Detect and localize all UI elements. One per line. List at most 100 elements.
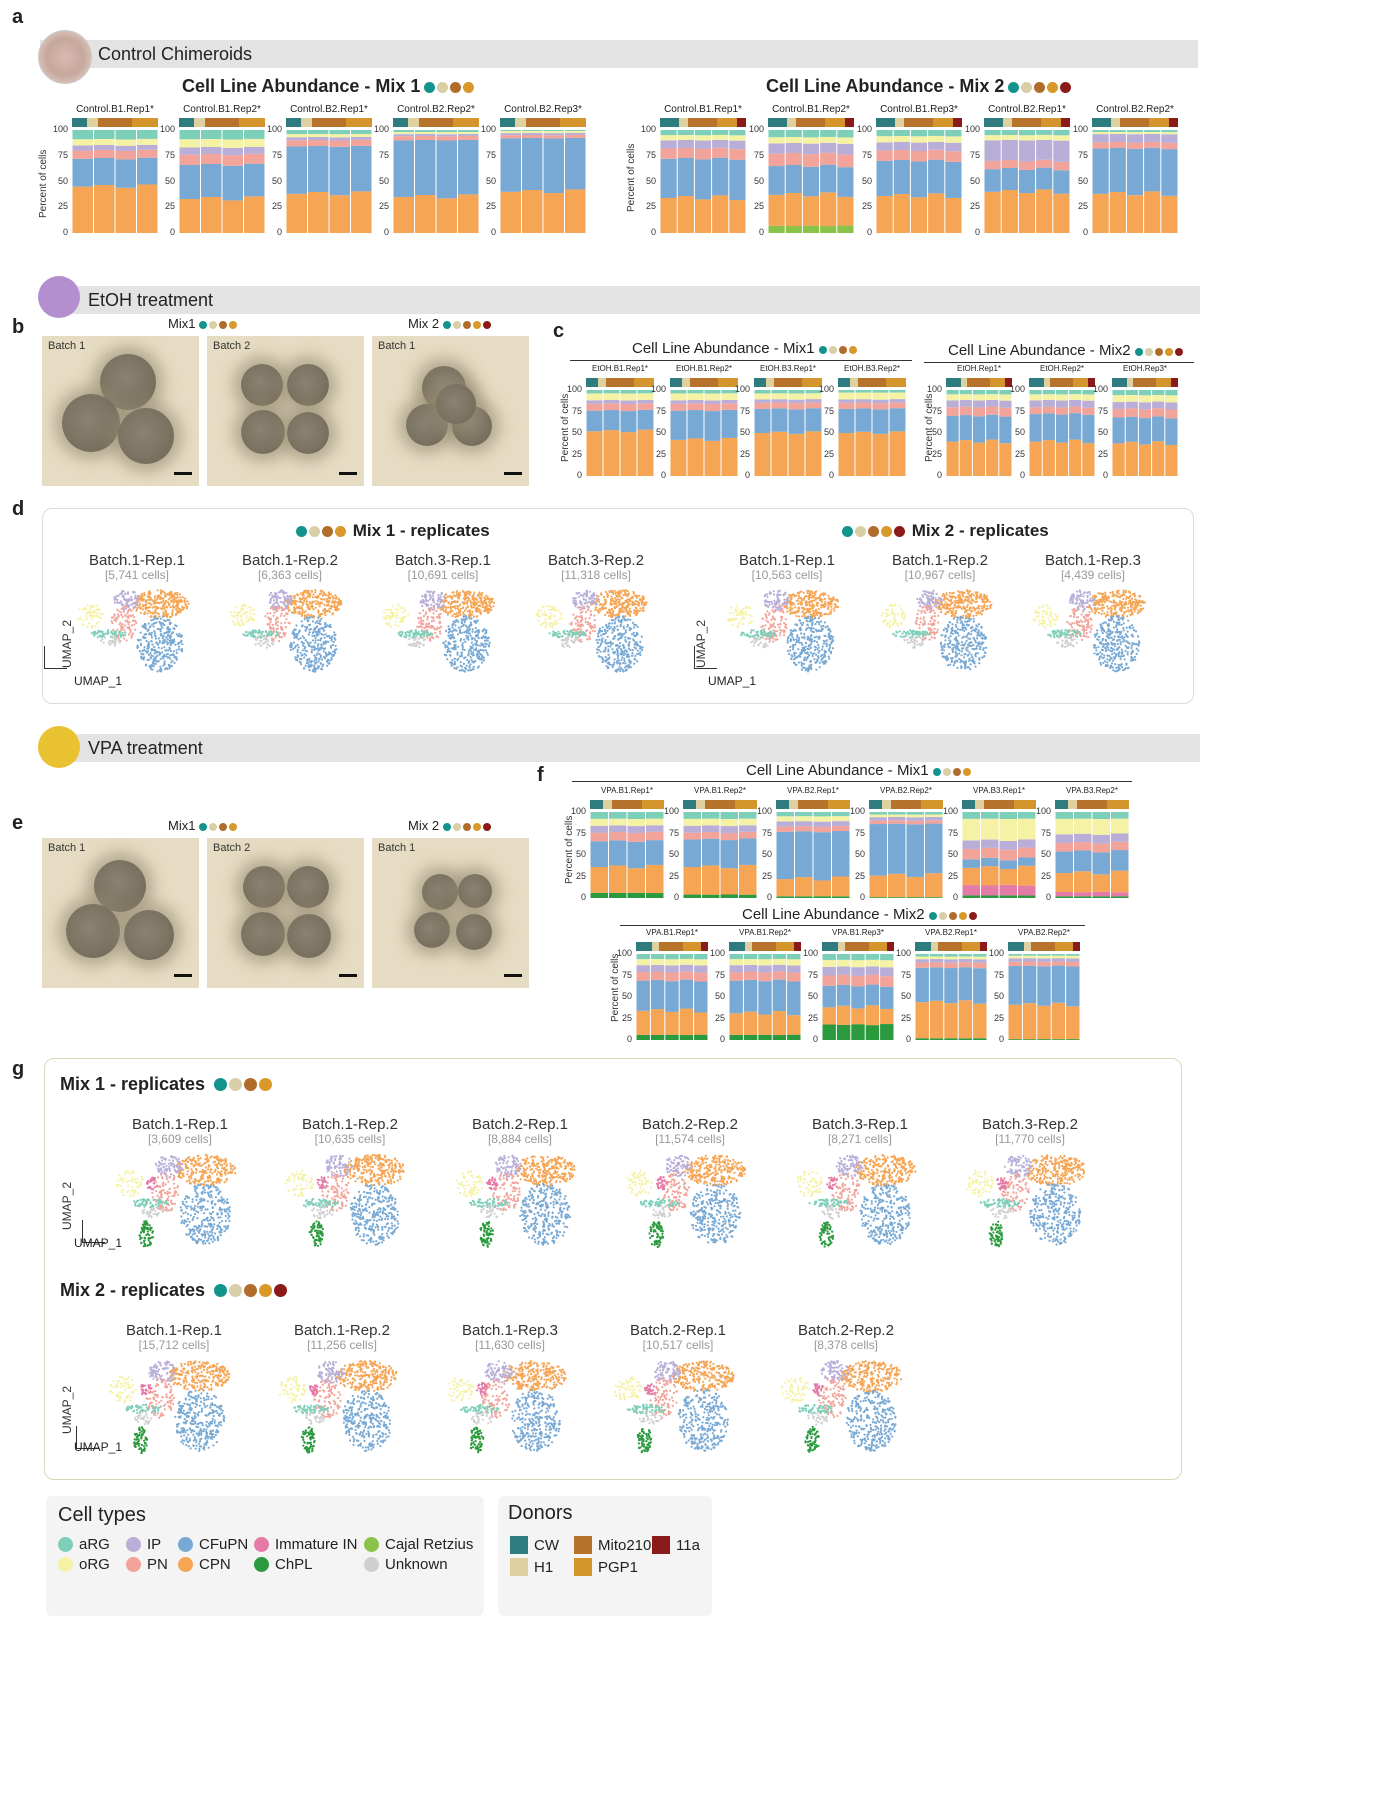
bar-segment-org: [972, 394, 986, 401]
bar-segment-org: [820, 136, 837, 143]
bar-segment-cfupn: [962, 859, 980, 868]
panel-e-letter: e: [12, 812, 24, 834]
y-tick-label: 25: [854, 870, 865, 881]
bar-segment-chpl: [865, 1025, 880, 1040]
bar-segment-cfupn: [838, 408, 855, 433]
bar-segment-org: [308, 134, 329, 137]
bar-segment-cfupn: [650, 979, 665, 1010]
e-mix1-label: Mix1: [168, 818, 239, 834]
y-tick-label: 0: [276, 227, 282, 237]
umap-cell-count: [3,609 cells]: [147, 1132, 213, 1146]
bar-segment-cfupn: [986, 414, 999, 440]
vpa-icon: [38, 726, 80, 768]
y-tick-label: 50: [164, 175, 175, 186]
y-tick-label: 25: [485, 201, 496, 212]
bar-segment-ip: [1022, 958, 1037, 962]
bar-segment-cpn: [72, 186, 93, 233]
bar-segment-ip: [929, 959, 944, 963]
f-mix1-rule: [572, 781, 1132, 782]
y-tick-label: 50: [900, 991, 911, 1001]
y-tick-label: 50: [753, 175, 764, 186]
bar-segment-pn: [772, 971, 787, 980]
bar-segment-pn: [1092, 142, 1109, 149]
bar-segment-ip: [650, 964, 665, 972]
bar-segment-chpl: [702, 894, 720, 898]
bar-segment-cpn: [286, 193, 307, 233]
bar-segment-cfupn: [888, 823, 906, 874]
bar-segment-cpn: [802, 196, 820, 226]
bar-segment-cfupn: [590, 841, 608, 868]
bar-segment-cfupn: [436, 140, 457, 199]
bar-segment-ip: [758, 965, 772, 973]
replicate-label: EtOH.B3.Rep2*: [843, 364, 901, 373]
y-tick-label: 0: [866, 227, 872, 237]
legend-swatch: [510, 1558, 528, 1576]
bar-segment-cfupn: [586, 410, 603, 432]
bar-segment-org: [958, 956, 973, 959]
bar-segment-ip: [687, 400, 704, 404]
legend-label: IP: [147, 1536, 162, 1553]
bar-segment-ip: [1074, 833, 1092, 843]
bar-segment-ip: [436, 134, 457, 137]
bar-segment-cpn: [981, 866, 999, 886]
bar-segment-cfupn: [876, 160, 893, 196]
bar-segment-arg: [1018, 130, 1036, 136]
y-tick-label: 0: [952, 892, 958, 902]
bar-segment-pn: [795, 826, 813, 832]
bar-segment-arg: [906, 812, 924, 815]
donor-segment: [1055, 800, 1069, 809]
bar-segment-arg: [586, 390, 603, 394]
bar-segment-cpn: [772, 1011, 787, 1036]
y-tick-label: 75: [739, 405, 750, 416]
bar-segment-chpl: [1055, 896, 1073, 898]
y-tick-label: 100: [570, 806, 586, 816]
stacked-bars: [393, 130, 479, 233]
bar-segment-ip: [1029, 400, 1042, 408]
bar-segment-pn: [972, 407, 986, 417]
replicate-label: VPA.B2.Rep1*: [925, 928, 977, 937]
bar-segment-cpn: [665, 1011, 679, 1035]
y-tick-label: 75: [900, 969, 911, 980]
bar-segment-org: [928, 135, 945, 142]
bar-segment-cpn: [609, 865, 627, 893]
y-tick-label: 100: [52, 124, 68, 134]
y-tick-label: 75: [571, 405, 582, 416]
donor-dot: [868, 525, 879, 537]
bar-segment-chpl: [720, 894, 738, 898]
bar-segment-org: [768, 137, 785, 144]
bar-segment-cpn: [694, 1012, 708, 1035]
bar-segment-pn: [906, 820, 924, 825]
stacked-bars: [179, 130, 265, 233]
bar-segment-org: [620, 393, 637, 401]
y-tick-label: 25: [645, 201, 656, 212]
bar-segment-arg: [758, 954, 772, 960]
replicate-label: Control.B1.Rep2*: [183, 104, 261, 115]
bar-segment-org: [925, 814, 943, 817]
donor-dot: [219, 321, 228, 330]
photo-label: Batch 1: [378, 340, 416, 352]
bar-segment-ip: [627, 826, 645, 834]
donor-dot: [443, 823, 452, 832]
y-tick-label: 75: [1077, 149, 1088, 160]
bar-segment-cfupn: [637, 409, 654, 430]
bar-segment-ip: [962, 840, 980, 849]
stacked-bars: [962, 812, 1036, 898]
donor-segment: [286, 118, 302, 127]
bar-segment-cfupn: [720, 840, 738, 869]
donor-segment: [754, 378, 767, 387]
bar-segment-cpn: [1051, 1002, 1066, 1040]
bar-segment-chpl: [981, 895, 999, 898]
cell-types-title: Cell types: [58, 1504, 146, 1526]
bar-segment-arg: [729, 130, 746, 136]
donor-strip: [179, 118, 265, 127]
donor-dot: [463, 321, 472, 330]
donor-dot: [259, 1077, 273, 1091]
bar-segment-cpn: [805, 431, 822, 476]
donor-dot: [437, 81, 449, 93]
bar-segment-cpn: [754, 433, 771, 476]
bar-segment-arg: [627, 812, 645, 820]
bar-segment-arg: [1112, 390, 1125, 396]
bar-segment-arg: [670, 390, 687, 394]
bar-segment-arg: [1029, 390, 1042, 395]
y-tick-label: 100: [756, 806, 772, 816]
